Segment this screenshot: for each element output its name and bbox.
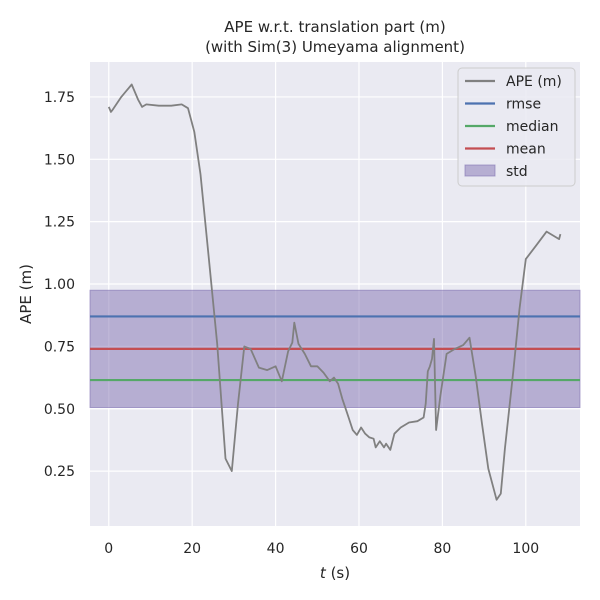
legend-label: median — [506, 119, 558, 135]
y-tick-label: 0.50 — [44, 402, 75, 418]
legend: APE (m) rmse median mean std — [457, 67, 576, 187]
x-axis-variable: t — [320, 564, 327, 582]
x-axis-label: t (s) — [320, 564, 350, 582]
y-axis-label: APE (m) — [17, 264, 35, 324]
x-tick-label: 80 — [433, 541, 451, 557]
y-tick-label: 1.50 — [44, 152, 75, 168]
tick-labels: 0 20 40 60 80 100 0.25 0.50 0.75 1.00 1.25 1.50 1.75 — [44, 90, 539, 557]
y-tick-label: 1.75 — [44, 90, 75, 106]
y-tick-label: 1.25 — [44, 215, 75, 231]
statistics-layer — [89, 289, 581, 409]
legend-label: mean — [506, 142, 546, 158]
x-tick-label: 40 — [267, 541, 285, 557]
legend-label: std — [506, 164, 528, 180]
x-tick-label: 0 — [104, 541, 113, 557]
legend-swatch-std — [464, 164, 496, 177]
y-tick-label: 0.75 — [44, 339, 75, 355]
chart-subtitle: (with Sim(3) Umeyama alignment) — [205, 38, 465, 56]
y-tick-label: 0.25 — [44, 464, 75, 480]
x-tick-label: 20 — [183, 541, 201, 557]
chart-title: APE w.r.t. translation part (m) — [224, 18, 445, 36]
legend-box — [457, 67, 576, 187]
x-tick-label: 60 — [350, 541, 368, 557]
x-tick-label: 100 — [512, 541, 539, 557]
series-layer — [107, 83, 562, 501]
legend-label: APE (m) — [506, 74, 562, 90]
ape-series-line — [107, 83, 562, 501]
y-tick-label: 1.00 — [44, 277, 75, 293]
legend-label: rmse — [506, 97, 541, 113]
x-axis-unit: (s) — [326, 564, 350, 582]
